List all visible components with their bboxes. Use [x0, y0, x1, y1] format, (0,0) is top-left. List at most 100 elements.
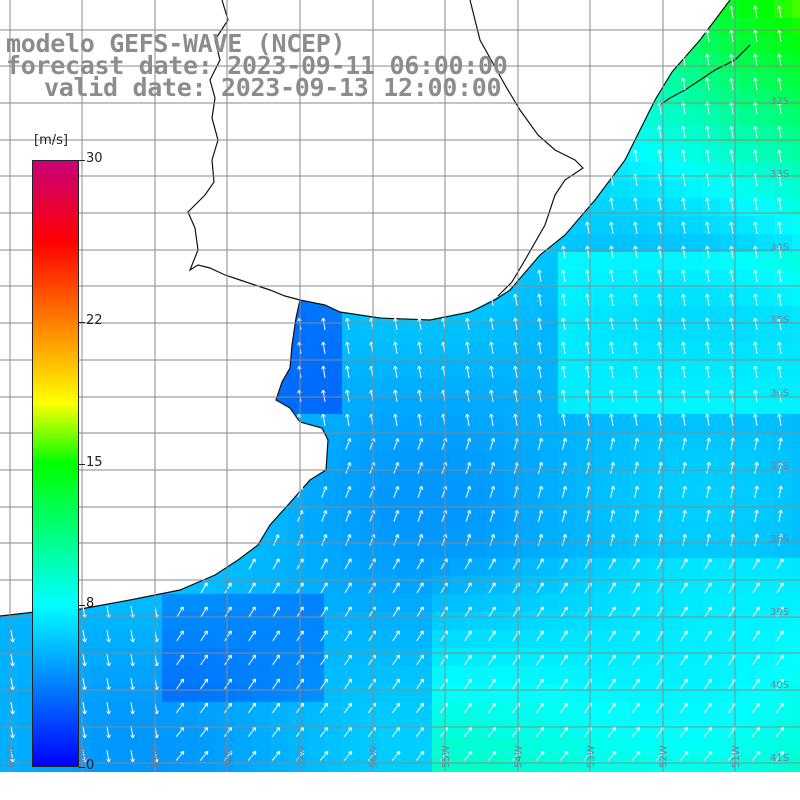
- wind-arrow: [777, 293, 782, 306]
- wind-speed-cell: [360, 378, 379, 397]
- wind-arrow: [417, 509, 424, 522]
- wind-arrow: [320, 630, 328, 642]
- wind-arrow: [272, 630, 280, 642]
- wind-speed-cell: [684, 252, 703, 271]
- wind-speed-cell: [666, 288, 685, 307]
- wind-speed-cell: [756, 702, 775, 721]
- wind-speed-cell: [126, 702, 145, 721]
- wind-arrow: [271, 750, 281, 761]
- wind-speed-cell: [522, 756, 541, 772]
- wind-speed-cell: [468, 648, 487, 667]
- wind-arrow: [560, 702, 569, 714]
- wind-speed-cell: [648, 756, 667, 772]
- wind-speed-cell: [792, 648, 800, 667]
- wind-speed-cell: [720, 288, 739, 307]
- wind-speed-cell: [270, 540, 289, 559]
- wind-speed-cell: [684, 162, 703, 181]
- wind-arrow: [344, 582, 352, 594]
- wind-speed-cell: [684, 504, 703, 523]
- wind-speed-cell: [774, 450, 793, 469]
- wind-speed-cell: [630, 270, 649, 289]
- wind-speed-cell: [792, 252, 800, 271]
- wind-speed-cell: [90, 648, 109, 667]
- wind-speed-cell: [576, 342, 595, 361]
- wind-arrow: [224, 582, 232, 594]
- wind-speed-cell: [774, 432, 793, 451]
- wind-speed-cell: [468, 630, 487, 649]
- longitude-label: 56W: [369, 745, 380, 768]
- wind-arrow: [752, 606, 760, 618]
- wind-arrow: [200, 702, 209, 714]
- wind-arrow: [560, 606, 568, 618]
- wind-speed-cell: [558, 684, 577, 703]
- wind-arrow: [633, 245, 638, 258]
- wind-arrow: [465, 509, 472, 522]
- wind-speed-cell: [738, 486, 757, 505]
- wind-speed-cell: [684, 594, 703, 613]
- wind-speed-cell: [378, 720, 397, 739]
- wind-speed-cell: [288, 378, 307, 397]
- wind-speed-cell: [648, 342, 667, 361]
- wind-arrow: [682, 509, 687, 522]
- wind-arrow: [320, 606, 328, 618]
- wind-arrow: [777, 317, 782, 330]
- wind-arrow: [344, 678, 352, 690]
- wind-speed-cell: [468, 504, 487, 523]
- wind-speed-cell: [306, 342, 325, 361]
- wind-speed-cell: [666, 576, 685, 595]
- wind-speed-cell: [270, 612, 289, 631]
- wind-speed-cell: [738, 180, 757, 199]
- wind-arrow: [560, 630, 568, 642]
- wind-speed-cell: [756, 414, 775, 433]
- wind-speed-cell: [324, 666, 343, 685]
- wind-speed-cell: [756, 450, 775, 469]
- wind-speed-cell: [378, 396, 397, 415]
- wind-speed-cell: [720, 450, 739, 469]
- wind-speed-cell: [144, 738, 163, 757]
- wind-speed-cell: [234, 702, 253, 721]
- wind-speed-cell: [414, 486, 433, 505]
- colorbar-tick-mark: [79, 160, 85, 161]
- wind-arrow: [487, 750, 497, 761]
- wind-arrow: [320, 654, 328, 666]
- wind-speed-cell: [90, 702, 109, 721]
- wind-speed-cell: [558, 630, 577, 649]
- wind-speed-cell: [756, 324, 775, 343]
- wind-speed-cell: [18, 702, 37, 721]
- wind-speed-cell: [252, 738, 271, 757]
- wind-speed-cell: [432, 324, 451, 343]
- wind-speed-cell: [792, 36, 800, 55]
- wind-arrow: [680, 654, 688, 666]
- wind-speed-cell: [468, 468, 487, 487]
- colorbar-tick-label: 8: [86, 596, 95, 612]
- wind-arrow: [465, 413, 470, 426]
- wind-arrow: [106, 702, 111, 715]
- wind-speed-cell: [180, 702, 199, 721]
- wind-arrow: [633, 293, 638, 306]
- wind-speed-cell: [612, 234, 631, 253]
- wind-speed-cell: [684, 450, 703, 469]
- wind-speed-cell: [702, 594, 721, 613]
- wind-speed-cell: [702, 252, 721, 271]
- wind-arrow: [513, 365, 518, 378]
- wind-speed-cell: [234, 738, 253, 757]
- wind-speed-cell: [558, 306, 577, 325]
- wind-speed-cell: [612, 252, 631, 271]
- wind-speed-cell: [756, 288, 775, 307]
- wind-arrow: [416, 654, 424, 666]
- wind-speed-cell: [378, 504, 397, 523]
- wind-speed-cell: [576, 432, 595, 451]
- wind-speed-cell: [108, 612, 127, 631]
- wind-speed-cell: [720, 108, 739, 127]
- wind-speed-cell: [684, 414, 703, 433]
- wind-speed-cell: [792, 324, 800, 343]
- wind-speed-cell: [306, 360, 325, 379]
- wind-speed-cell: [720, 234, 739, 253]
- wind-arrow: [777, 365, 782, 378]
- wind-arrow: [729, 125, 734, 138]
- wind-speed-cell: [342, 450, 361, 469]
- wind-speed-cell: [774, 144, 793, 163]
- wind-speed-cell: [630, 252, 649, 271]
- wind-arrow: [633, 341, 638, 354]
- wind-speed-cell: [738, 216, 757, 235]
